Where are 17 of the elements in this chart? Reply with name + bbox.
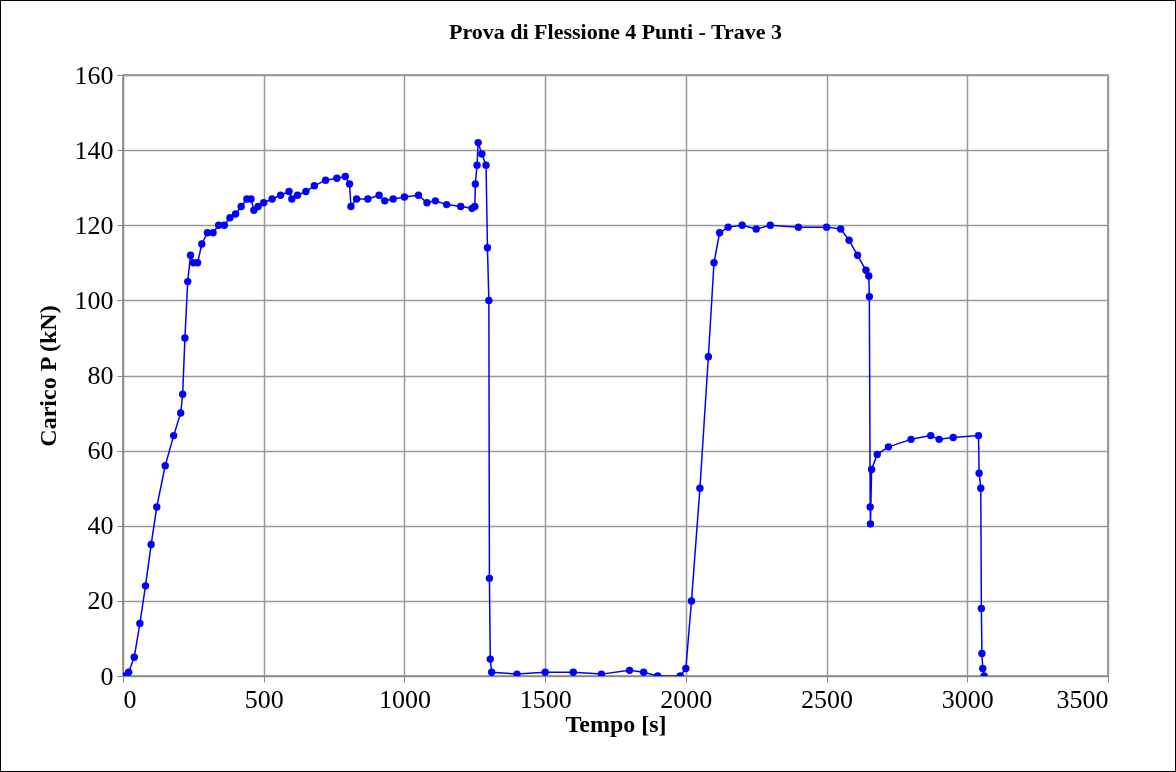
y-tick-label: 20	[87, 586, 114, 616]
y-tick-label: 80	[87, 361, 114, 390]
y-tick-label: 140	[74, 135, 114, 165]
y-tick-label: 60	[87, 436, 114, 466]
chart-title: Prova di Flessione 4 Punti - Trave 3	[448, 19, 783, 44]
x-tick-label: 500	[244, 684, 284, 714]
x-tick-label: 1000	[378, 684, 431, 714]
y-tick-label: 100	[74, 285, 114, 315]
y-tick-label: 120	[74, 210, 114, 240]
x-tick-label: 0	[123, 684, 137, 714]
x-tick-label: 3000	[941, 684, 994, 714]
x-tick-label: 3500	[1056, 684, 1109, 714]
y-tick-label: 160	[74, 60, 114, 90]
x-tick-label: 2500	[801, 684, 854, 714]
y-tick-label: 40	[87, 511, 114, 541]
y-axis-title: Carico P (kN)	[34, 305, 61, 447]
y-tick-label: 0	[100, 661, 114, 691]
